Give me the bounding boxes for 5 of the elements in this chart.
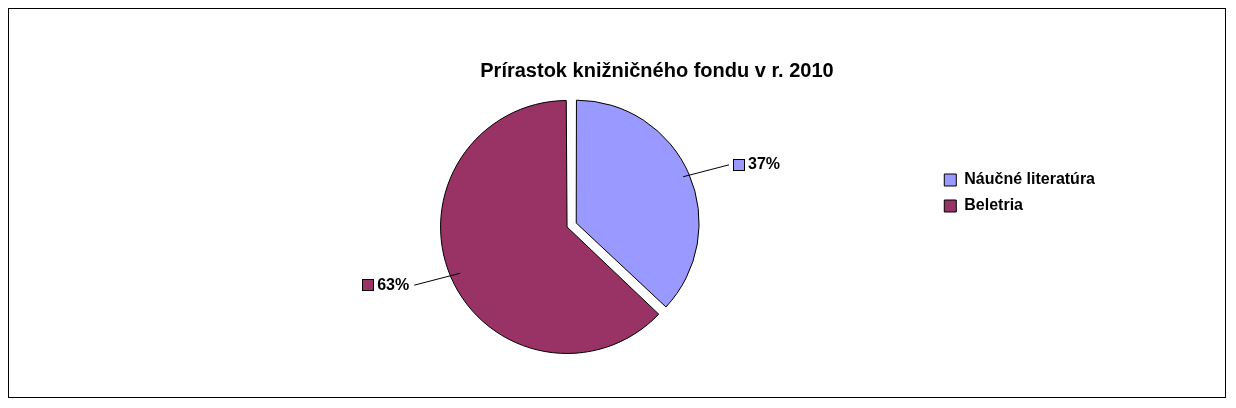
legend-label: Náučné literatúra (964, 170, 1096, 188)
legend-label: Beletria (964, 196, 1024, 214)
chart-title: Prírastok knižničného fondu v r. 2010 (480, 58, 834, 81)
data-label: 37% (748, 155, 781, 173)
data-label: 63% (377, 275, 410, 293)
